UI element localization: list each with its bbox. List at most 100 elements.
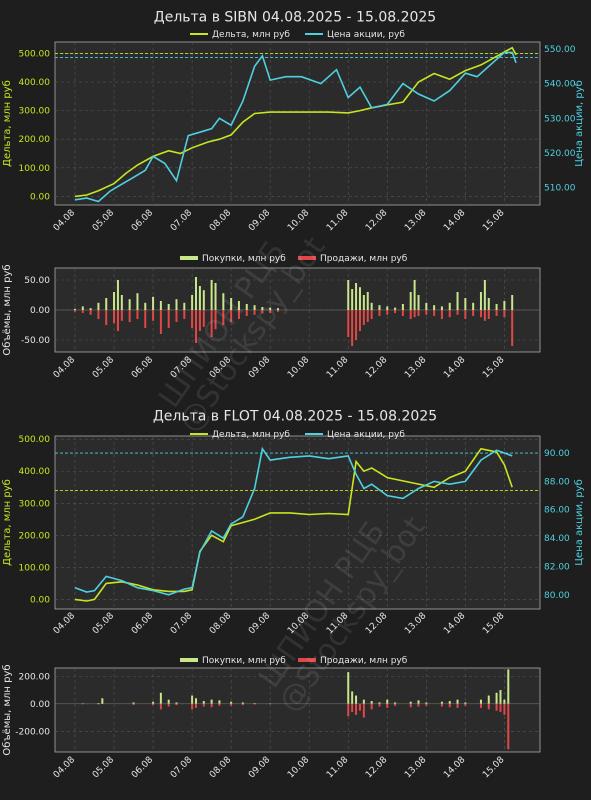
buy-bar [503, 301, 506, 310]
x-tick-label: 04.08 [52, 755, 77, 780]
sell-bar [210, 703, 213, 708]
buy-bar [507, 669, 510, 704]
y-tick-label: 300.00 [19, 107, 51, 117]
sell-bar [81, 703, 84, 705]
buy-bar [503, 699, 506, 704]
sell-bar [351, 703, 354, 713]
buy-bar [495, 692, 498, 704]
sell-bar [97, 703, 100, 705]
buy-bar [210, 699, 213, 704]
buy-bar [195, 277, 198, 310]
sell-bar [198, 310, 201, 331]
buy-bar [401, 304, 404, 310]
buy-bar [105, 298, 108, 310]
y-right-tick-label: 88.00 [544, 477, 570, 487]
buy-bar [378, 305, 381, 310]
buy-bar [245, 304, 248, 310]
buy-bar [440, 701, 443, 704]
x-tick-label: 11.08 [325, 208, 350, 233]
y-tick-label: 100.00 [19, 164, 51, 174]
y-axis-label: Дельта, млн руб [2, 80, 13, 167]
buy-bar [128, 299, 131, 310]
sell-bar [456, 310, 459, 315]
y-tick-label: 200.00 [19, 531, 51, 541]
sell-bar [269, 703, 272, 705]
x-tick-label: 13.08 [403, 611, 428, 636]
buy-bar [183, 302, 186, 310]
buy-bar [159, 301, 162, 310]
x-tick-label: 15.08 [481, 355, 506, 380]
sell-bar [347, 703, 350, 717]
sell-bar [425, 310, 428, 315]
buy-bar [89, 308, 92, 310]
buy-bar [440, 306, 443, 310]
y-tick-label: 200.00 [19, 135, 51, 145]
buy-bar [101, 698, 104, 704]
buy-bar [394, 307, 397, 310]
sell-bar [495, 703, 498, 711]
buy-bar [81, 306, 84, 310]
sell-bar [136, 310, 139, 319]
y-tick-label: 300.00 [19, 499, 51, 509]
x-tick-label: 06.08 [130, 611, 155, 636]
x-tick-label: 10.08 [286, 208, 311, 233]
sell-bar [413, 310, 416, 318]
x-tick-label: 13.08 [403, 208, 428, 233]
x-tick-label: 12.08 [364, 755, 389, 780]
legend-label-buys: Покупки, млн руб [202, 656, 286, 666]
sell-bar [159, 703, 162, 710]
buy-bar [370, 701, 373, 704]
sell-bar [448, 703, 451, 708]
buy-bar [456, 292, 459, 310]
y-right-tick-label: 84.00 [544, 534, 570, 544]
sell-bar [464, 703, 467, 706]
sell-bar [81, 310, 84, 313]
buy-bar [253, 703, 256, 704]
y-axis-label: Объёмы, млн руб [2, 664, 13, 755]
sell-bar [425, 703, 428, 706]
buy-bar [464, 298, 467, 310]
y-tick-label: 400.00 [19, 78, 51, 88]
x-tick-label: 15.08 [481, 611, 506, 636]
x-tick-label: 11.08 [325, 355, 350, 380]
buy-bar [276, 308, 279, 310]
x-tick-label: 13.08 [403, 355, 428, 380]
sell-bar [89, 310, 92, 315]
buy-bar [370, 302, 373, 310]
sell-bar [386, 310, 389, 315]
buy-bar [511, 295, 514, 310]
sell-bar [202, 703, 205, 707]
x-tick-label: 04.08 [52, 355, 77, 380]
sell-bar [105, 310, 108, 325]
buy-bar [113, 292, 116, 310]
sell-bar [237, 310, 240, 319]
buy-bar [409, 701, 412, 704]
sell-bar [479, 310, 482, 318]
sell-bar [362, 703, 365, 718]
buy-bar [191, 295, 194, 310]
x-tick-label: 07.08 [169, 611, 194, 636]
chart-2: Дельта в FLOT 04.08.2025 - 15.08.2025 04.… [2, 409, 585, 637]
y-axis-label: Объёмы, млн руб [2, 264, 13, 355]
buy-bar [202, 701, 205, 704]
x-tick-label: 10.08 [286, 755, 311, 780]
sell-bar [175, 310, 178, 322]
sell-bar [479, 703, 482, 708]
plot-area [54, 41, 541, 206]
buy-bar [487, 298, 490, 310]
buy-bar [355, 695, 358, 704]
legend-label-delta: Дельта, млн руб [212, 430, 290, 440]
buy-bar [409, 292, 412, 310]
x-tick-label: 08.08 [208, 208, 233, 233]
legend-swatch-sells [298, 658, 316, 662]
sell-bar [362, 310, 365, 325]
y-axis-label: Дельта, млн руб [2, 479, 13, 566]
sell-bar [276, 310, 279, 312]
series-line-price [74, 446, 513, 596]
plot-area [54, 435, 541, 610]
sell-bar [144, 310, 147, 328]
buy-bar [479, 292, 482, 310]
y-tick-label: 500.00 [19, 435, 51, 445]
sell-bar [195, 703, 198, 708]
